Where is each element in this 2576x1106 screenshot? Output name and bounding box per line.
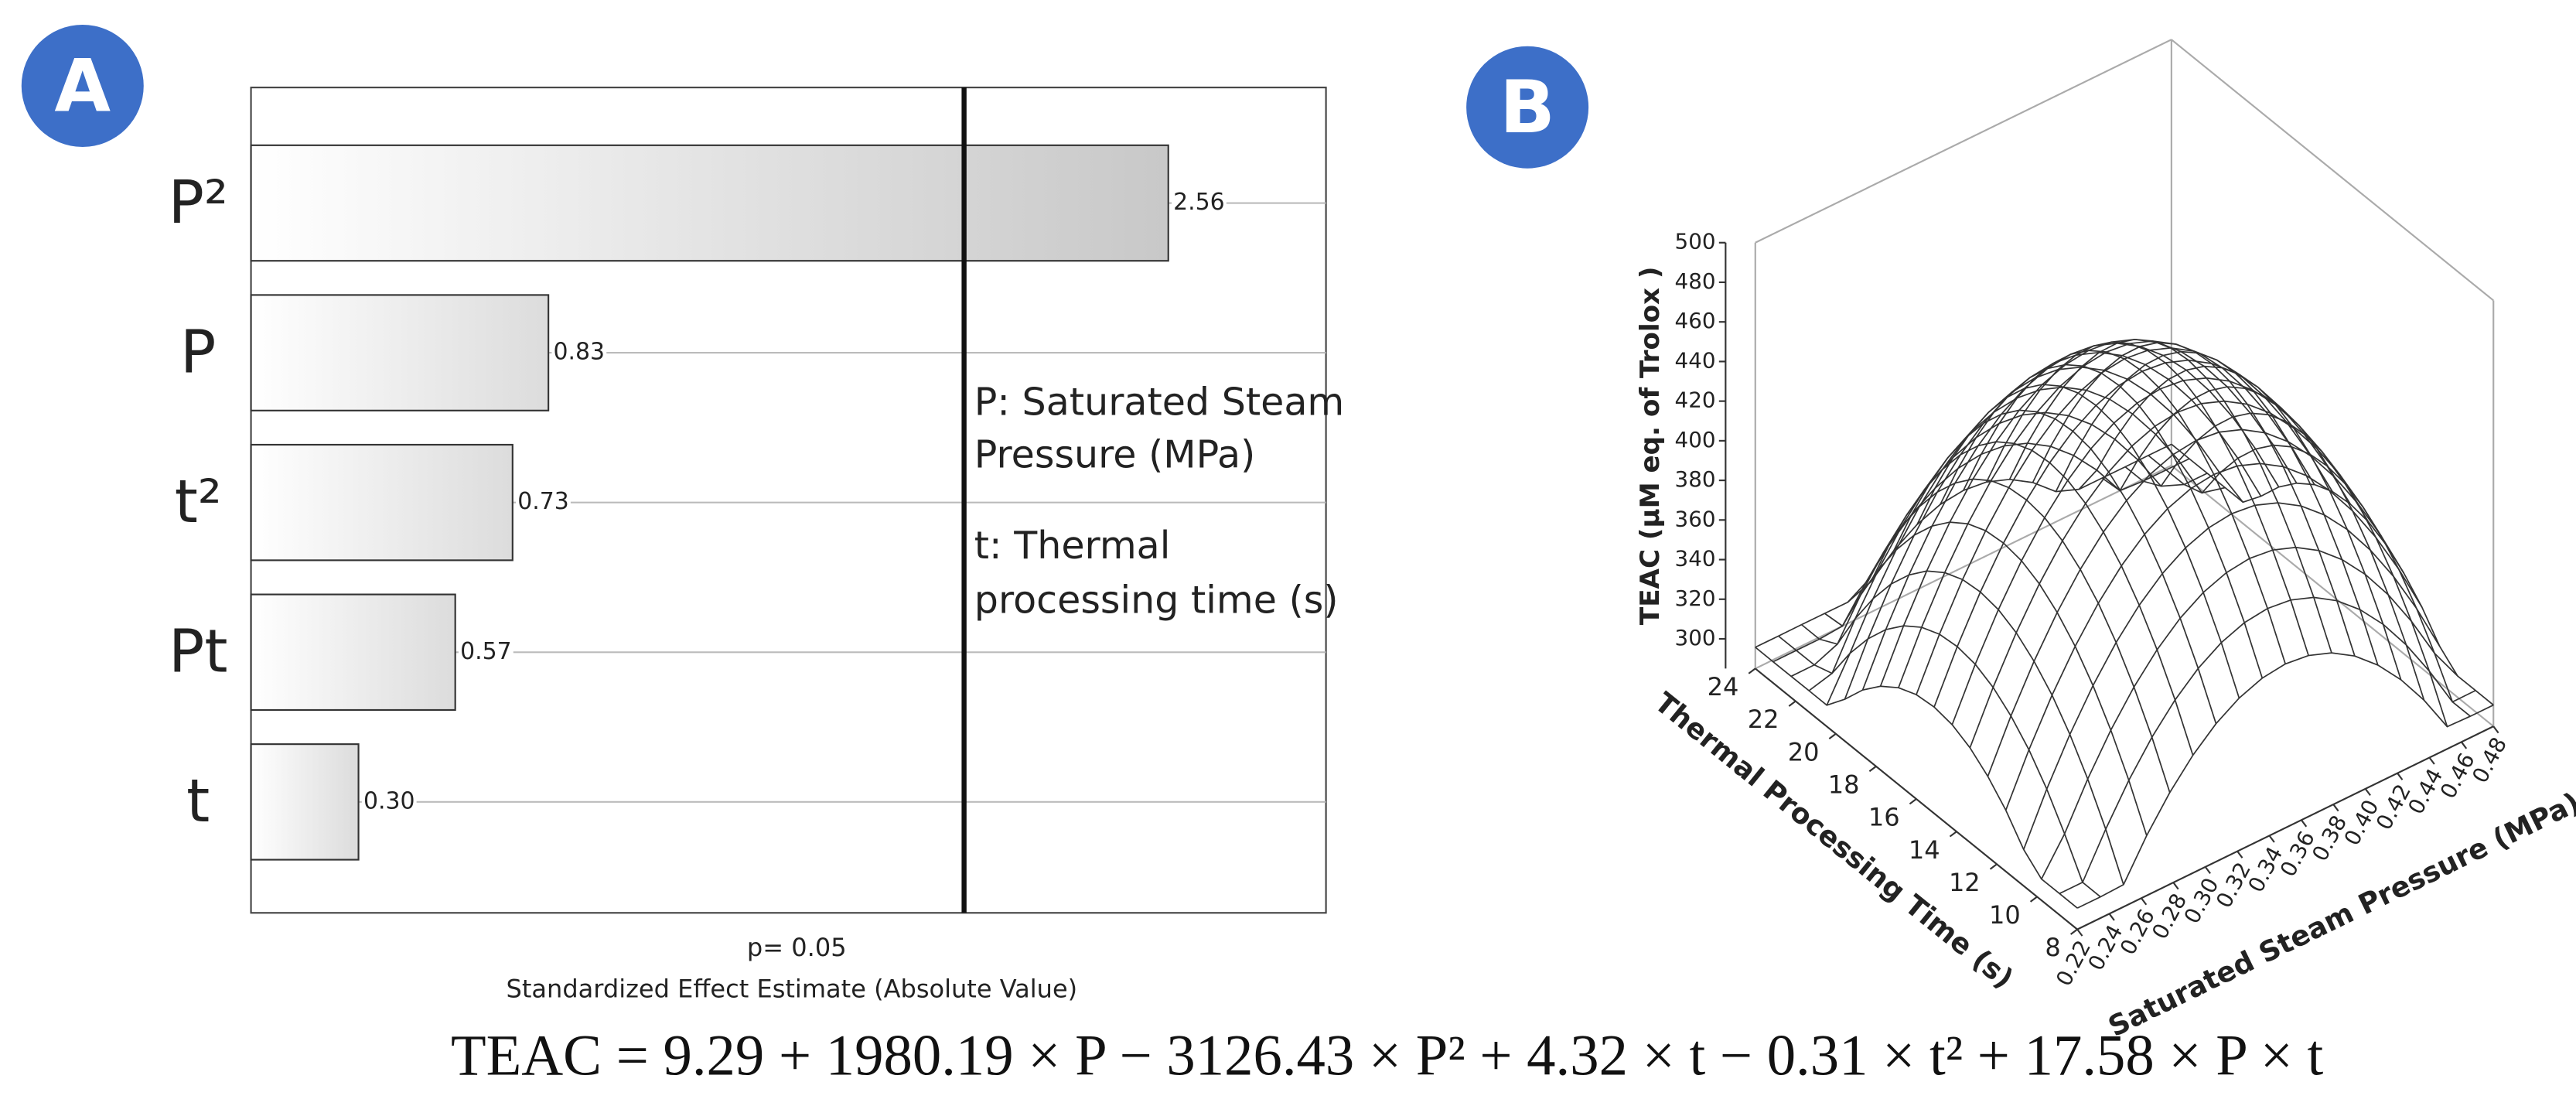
z-tick-label: 300 bbox=[1675, 625, 1716, 650]
x-tick bbox=[1868, 766, 1877, 773]
panel-badge bbox=[1466, 46, 1589, 169]
z-tick-label: 480 bbox=[1675, 268, 1716, 294]
box-edge bbox=[1755, 39, 2172, 244]
y-tick bbox=[2492, 725, 2499, 734]
threshold-label: p= 0.05 bbox=[747, 933, 847, 962]
surface-mesh bbox=[2078, 365, 2402, 681]
x-tick-label: 16 bbox=[1868, 803, 1900, 832]
x-tick bbox=[2029, 896, 2038, 903]
x-tick-label: 24 bbox=[1708, 672, 1739, 701]
y-tick bbox=[2397, 773, 2404, 780]
x-tick bbox=[1989, 863, 1998, 870]
category-label: Pt bbox=[169, 618, 227, 687]
panel-badge bbox=[21, 25, 144, 147]
z-tick-label: 400 bbox=[1675, 427, 1716, 452]
box-edge bbox=[1755, 464, 2172, 670]
axis-line bbox=[2076, 725, 2494, 930]
x-tick-label: 22 bbox=[1748, 705, 1779, 734]
label-backdrop bbox=[516, 488, 571, 516]
y-tick bbox=[2301, 819, 2308, 828]
x-tick bbox=[1909, 798, 1917, 805]
z-axis-title: TEAC (µM eq. of Trolox ) bbox=[1635, 266, 1666, 625]
value-label: 0.57 bbox=[460, 638, 512, 665]
y-tick bbox=[2108, 913, 2115, 921]
y-tick bbox=[2460, 741, 2468, 749]
surface-mesh bbox=[2171, 443, 2494, 706]
label-backdrop bbox=[551, 338, 607, 366]
value-label: 2.56 bbox=[1173, 189, 1225, 216]
z-tick-label: 420 bbox=[1675, 387, 1716, 413]
x-tick-label: 14 bbox=[1909, 835, 1940, 865]
y-tick bbox=[2332, 804, 2339, 812]
surface-mesh bbox=[2148, 444, 2471, 717]
value-label: 0.83 bbox=[554, 339, 606, 366]
label-backdrop bbox=[361, 787, 417, 815]
surface-mesh bbox=[1772, 442, 2190, 663]
category-label: P² bbox=[169, 169, 228, 237]
y-tick bbox=[2172, 882, 2179, 890]
surface-mesh bbox=[1790, 411, 2208, 678]
z-tick-label: 460 bbox=[1675, 308, 1716, 333]
category-label: P bbox=[180, 318, 216, 387]
surface-mesh bbox=[1847, 478, 2171, 793]
surface-mesh bbox=[1898, 340, 2315, 688]
label-backdrop bbox=[458, 637, 513, 665]
x-tick bbox=[1788, 700, 1796, 707]
x-tick bbox=[1828, 732, 1837, 739]
x-tick bbox=[1748, 667, 1756, 674]
x-tick-label: 10 bbox=[1989, 900, 2021, 930]
annotation: Pressure (MPa) bbox=[974, 432, 1255, 477]
z-tick-label: 440 bbox=[1675, 347, 1716, 373]
box-edge bbox=[2171, 465, 2494, 727]
surface-mesh bbox=[1755, 647, 2078, 909]
category-label: t bbox=[186, 767, 210, 836]
z-tick-label: 500 bbox=[1675, 229, 1716, 254]
category-label: t² bbox=[175, 468, 222, 537]
y-tick bbox=[2141, 897, 2148, 906]
z-tick-label: 320 bbox=[1675, 585, 1716, 611]
z-tick-label: 340 bbox=[1675, 546, 1716, 572]
annotation: t: Thermal bbox=[974, 523, 1171, 568]
y-tick bbox=[2076, 928, 2083, 937]
x-tick-label: 12 bbox=[1949, 868, 1981, 897]
label-backdrop bbox=[1172, 189, 1227, 217]
equation: TEAC = 9.29 + 1980.19 × P − 3126.43 × P²… bbox=[451, 1024, 2324, 1088]
y-tick bbox=[2364, 788, 2371, 797]
surface-mesh bbox=[1933, 359, 2351, 708]
x-tick-label: 8 bbox=[2045, 933, 2060, 962]
bar bbox=[250, 294, 550, 411]
x-axis-title: Standardized Effect Estimate (Absolute V… bbox=[507, 975, 1078, 1004]
annotation: processing time (s) bbox=[974, 578, 1339, 623]
y-tick bbox=[2428, 756, 2435, 765]
surface-mesh bbox=[2101, 386, 2425, 701]
annotation: P: Saturated Steam bbox=[974, 379, 1344, 424]
surface-mesh bbox=[1755, 443, 2172, 648]
panel-label: B bbox=[1500, 66, 1555, 150]
x-tick bbox=[2069, 928, 2078, 935]
x-tick bbox=[1949, 831, 1957, 838]
surface-chart: 300 320 340 360 380 400 420 440 460 480 500 24 22 20 1… bbox=[1635, 39, 2576, 1043]
z-tick-label: 360 bbox=[1675, 506, 1716, 531]
pareto-chart: 2.56 P² 0.83 P 0.73 t² 0.57 Pt 0.30 t p= 0.05 Stand… bbox=[169, 87, 1344, 1004]
bar bbox=[250, 743, 360, 861]
x-tick-label: 20 bbox=[1788, 737, 1820, 766]
y-tick bbox=[2204, 866, 2211, 875]
surface-mesh bbox=[2124, 412, 2448, 727]
bar bbox=[250, 443, 513, 562]
y-tick bbox=[2268, 835, 2275, 843]
panel-label: A bbox=[54, 44, 111, 128]
x-tick-label: 18 bbox=[1828, 770, 1860, 799]
value-label: 0.30 bbox=[363, 787, 415, 814]
axis-line bbox=[1755, 667, 2078, 930]
value-label: 0.73 bbox=[517, 488, 569, 515]
z-tick-label: 380 bbox=[1675, 466, 1716, 492]
surface-mesh bbox=[1808, 386, 2226, 691]
bar bbox=[250, 593, 456, 712]
bar bbox=[250, 144, 1169, 262]
y-tick bbox=[2237, 851, 2243, 859]
box-edge bbox=[2171, 39, 2494, 302]
